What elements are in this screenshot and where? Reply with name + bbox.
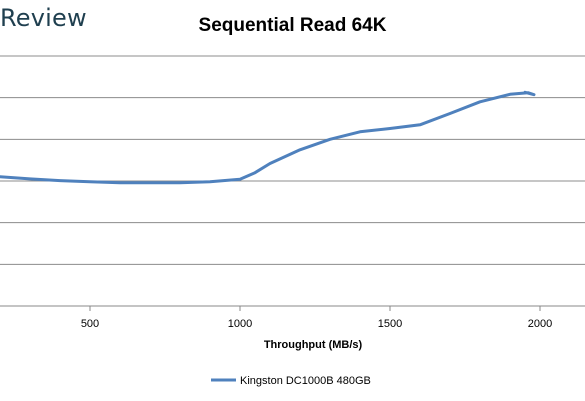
x-tick-label: 500 [81, 318, 99, 330]
brand-logo-text: Review [0, 4, 87, 32]
x-tick-label: 1000 [228, 318, 252, 330]
x-tick-labels: 500 1000 1500 2000 [81, 306, 552, 330]
legend-label-kingston: Kingston DC1000B 480GB [240, 375, 371, 387]
series-line-kingston [0, 90, 536, 185]
chart-title: Sequential Read 64K [198, 15, 387, 36]
x-tick-label: 2000 [528, 318, 552, 330]
x-tick-label: 1500 [378, 318, 402, 330]
gridlines [0, 55, 585, 265]
x-axis-title: Throughput (MB/s) [264, 339, 363, 351]
